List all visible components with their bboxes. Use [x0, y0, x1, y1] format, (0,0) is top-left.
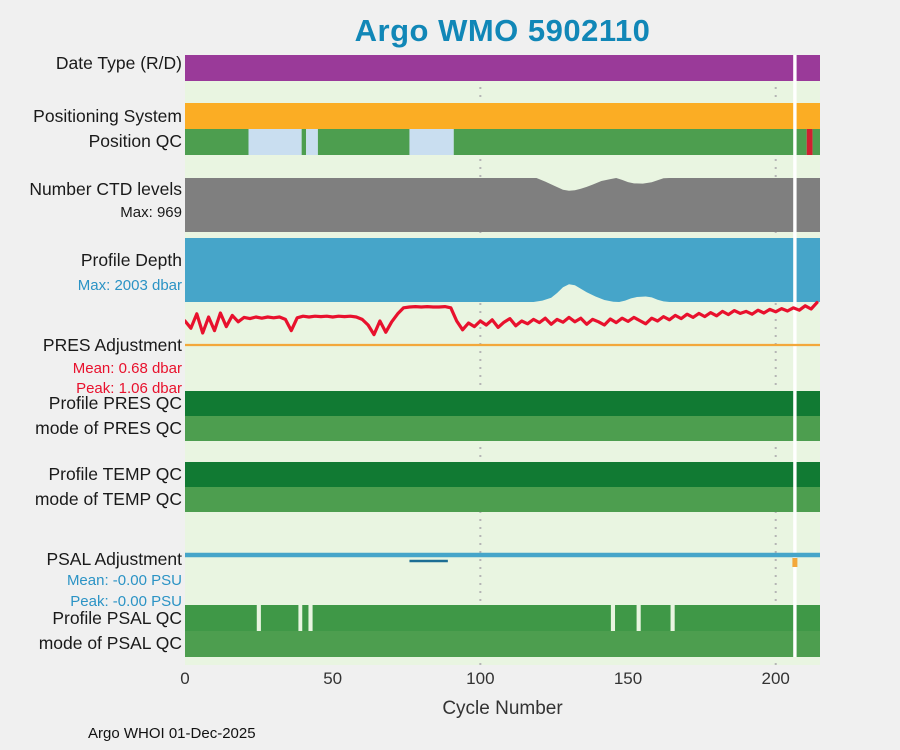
band-ctd-levels — [185, 178, 820, 232]
band-mode-pres-qc — [185, 416, 820, 441]
profile-psal-qc-label: Profile PSAL QC — [52, 608, 182, 628]
plot-area — [185, 55, 820, 665]
band-profile-psal-qc — [185, 605, 257, 631]
band-profile-psal-qc — [640, 605, 671, 631]
band-profile-psal-qc — [260, 605, 299, 631]
x-tick-label: 200 — [761, 669, 790, 688]
band-position-qc — [185, 129, 249, 155]
band-position-qc — [806, 129, 813, 155]
mode-temp-qc-label: mode of TEMP QC — [34, 489, 182, 509]
band-mode-temp-qc — [185, 487, 820, 512]
profile-depth-label: Profile Depth — [80, 250, 182, 270]
pres-adjustment-peak-label: Peak: 1.06 dbar — [76, 380, 182, 397]
plot-background — [185, 55, 820, 665]
ctd-levels-label: Number CTD levels — [29, 179, 182, 199]
pres-adjustment-label: PRES Adjustment — [42, 335, 182, 355]
positioning-system-label: Positioning System — [33, 106, 182, 126]
date-type-label: Date Type (R/D) — [55, 53, 182, 73]
pres-adjustment-mean-label: Mean: 0.68 dbar — [72, 360, 182, 377]
band-position-qc — [248, 129, 302, 155]
band-position-qc — [812, 129, 820, 155]
x-tick-label: 100 — [466, 669, 495, 688]
x-tick-label: 50 — [323, 669, 343, 688]
x-tick-label: 0 — [180, 669, 190, 688]
page-title: Argo WMO 5902110 — [354, 13, 651, 48]
band-profile-psal-qc — [302, 605, 309, 631]
plot-credit: Argo WHOI 01-Dec-2025 — [88, 725, 256, 742]
profile-temp-qc-label: Profile TEMP QC — [48, 464, 182, 484]
pres-adjustment-line — [185, 301, 819, 337]
band-position-qc — [409, 129, 454, 155]
band-positioning-system — [185, 103, 820, 129]
band-profile-pres-qc — [185, 391, 820, 416]
ctd-levels-sublabel: Max: 969 — [120, 204, 182, 221]
band-position-qc — [301, 129, 307, 155]
profile-depth-sublabel: Max: 2003 dbar — [77, 277, 182, 294]
band-position-qc — [453, 129, 807, 155]
profile-pres-qc-label: Profile PRES QC — [48, 393, 182, 413]
band-profile-psal-qc — [312, 605, 611, 631]
psal-adjustment-mean-label: Mean: -0.00 PSU — [66, 572, 182, 589]
band-profile-depth — [185, 238, 820, 302]
mode-psal-qc-label: mode of PSAL QC — [38, 633, 182, 653]
mode-pres-qc-label: mode of PRES QC — [35, 418, 182, 438]
psal-event-marker — [792, 558, 798, 567]
event-line — [793, 55, 797, 657]
band-mode-psal-qc — [185, 631, 820, 657]
x-axis-title: Cycle Number — [442, 698, 563, 719]
x-tick-label: 150 — [613, 669, 643, 688]
band-profile-temp-qc — [185, 462, 820, 487]
band-position-qc — [306, 129, 318, 155]
band-position-qc — [317, 129, 410, 155]
position-qc-label: Position QC — [88, 131, 182, 151]
psal-adjustment-peak-label: Peak: -0.00 PSU — [70, 593, 182, 610]
psal-adjustment-label: PSAL Adjustment — [46, 549, 182, 569]
band-profile-psal-qc — [674, 605, 820, 631]
band-date-type — [185, 55, 820, 81]
band-profile-psal-qc — [615, 605, 637, 631]
